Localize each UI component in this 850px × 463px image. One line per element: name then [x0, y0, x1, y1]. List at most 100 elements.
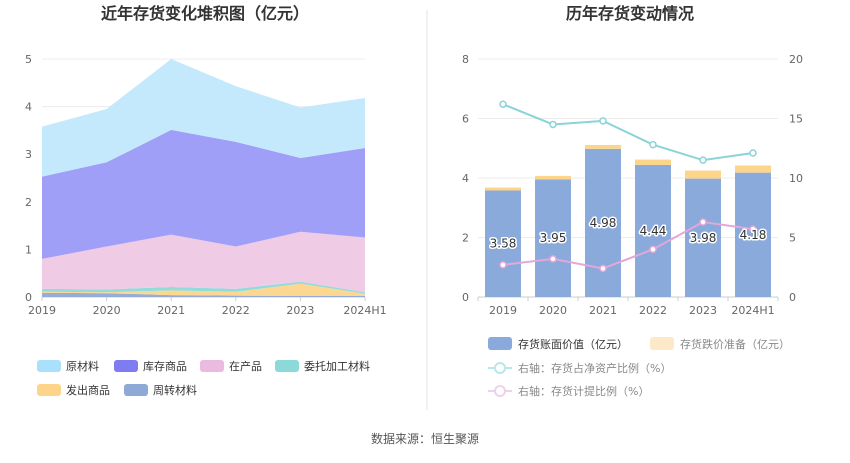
legend-label[interactable]: 右轴：存货计提比例（%）: [518, 384, 649, 398]
legend-label[interactable]: 存货账面价值（亿元）: [518, 337, 628, 351]
line-point[interactable]: [649, 245, 657, 254]
legend-label[interactable]: 委托加工材料: [304, 359, 370, 373]
bar-value-label: 3.58: [490, 237, 517, 251]
legend-swatch[interactable]: [37, 360, 61, 372]
right-x-tick-label: 2024H1: [731, 304, 774, 317]
left-y-tick-label: 0: [25, 291, 32, 304]
left-x-tick-label: 2020: [93, 304, 121, 317]
left-y-tick-label: 4: [25, 101, 32, 114]
line-point[interactable]: [749, 149, 757, 157]
right-chart-title: 历年存货变动情况: [566, 4, 694, 23]
legend-line-marker[interactable]: [494, 385, 506, 397]
line-point[interactable]: [549, 255, 557, 263]
bar-impairment-provision[interactable]: [635, 159, 671, 165]
bar-impairment-provision[interactable]: [685, 170, 721, 179]
bar-inventory-value[interactable]: [585, 148, 621, 297]
legend-swatch[interactable]: [37, 384, 61, 396]
bar-impairment-provision[interactable]: [585, 144, 621, 149]
legend-line-marker[interactable]: [494, 362, 506, 374]
left-chart-title: 近年存货变化堆积图（亿元）: [101, 4, 309, 23]
bar-value-label: 3.95: [540, 231, 567, 245]
legend-label[interactable]: 原材料: [66, 359, 99, 373]
area-委托加工材料: [42, 281, 365, 294]
right-x-axis: 2019 2020 2021 2022 2023 2024H1: [477, 297, 779, 317]
left-y-tick-label: 2: [25, 196, 32, 209]
line-provision-ratio: [502, 220, 754, 270]
right-axis-tick-label: 15: [789, 113, 803, 126]
legend-label[interactable]: 周转材料: [153, 383, 197, 397]
right-x-tick-label: 2022: [639, 304, 667, 317]
right-axis-tick-label: 5: [789, 232, 796, 245]
combo-bar-line-chart: 历年存货变动情况 3.58 3.954.984.44 3.98 4.18 024680…: [462, 4, 803, 398]
bar-value-label: 3.98: [690, 231, 717, 245]
line-point[interactable]: [699, 156, 707, 164]
bar-inventory-value[interactable]: [735, 172, 771, 297]
left-x-axis: 2019 2020 2021 2022 2023 2024H1: [28, 297, 387, 317]
area-库存商品: [42, 129, 365, 259]
right-x-tick-label: 2020: [539, 304, 567, 317]
line-point[interactable]: [699, 218, 707, 226]
legend-swatch[interactable]: [488, 337, 512, 350]
legend-swatch[interactable]: [124, 384, 148, 396]
left-x-tick-label: 2022: [222, 304, 250, 317]
left-area-series: [42, 59, 365, 297]
right-gridlines: [478, 58, 778, 298]
left-axis-tick-label: 8: [462, 53, 469, 66]
legend-label[interactable]: 库存商品: [143, 359, 187, 373]
bar-value-label: 4.98: [590, 216, 617, 230]
line-inventory-to-net-assets: [502, 103, 754, 162]
legend-label[interactable]: 在产品: [229, 359, 262, 373]
right-x-tick-label: 2021: [589, 304, 617, 317]
area-在产品: [42, 231, 365, 293]
legend-swatch[interactable]: [114, 360, 138, 372]
line-point[interactable]: [499, 100, 507, 108]
bar-inventory-value[interactable]: [485, 190, 521, 297]
right-lines: [499, 100, 757, 273]
line-point[interactable]: [499, 261, 507, 269]
line-point[interactable]: [599, 117, 607, 125]
data-source-note: 数据来源：恒生聚源: [371, 431, 479, 446]
left-axis-tick-label: 2: [462, 232, 469, 245]
left-x-tick-label: 2024H1: [343, 304, 386, 317]
left-axis-tick-label: 4: [462, 172, 469, 185]
legend-label[interactable]: 发出商品: [66, 383, 110, 397]
legend-swatch[interactable]: [275, 360, 299, 372]
bar-impairment-provision[interactable]: [735, 165, 771, 173]
bar-impairment-provision[interactable]: [485, 187, 521, 191]
bar-inventory-value[interactable]: [535, 179, 571, 297]
line-point[interactable]: [599, 264, 607, 273]
bar-inventory-value[interactable]: [635, 164, 671, 297]
left-x-tick-label: 2023: [286, 304, 314, 317]
bar-impairment-provision[interactable]: [535, 175, 571, 180]
right-bars: [485, 144, 771, 297]
right-x-tick-label: 2023: [689, 304, 717, 317]
area-原材料: [42, 59, 365, 177]
left-y-tick-label: 1: [25, 243, 32, 256]
line-point[interactable]: [549, 120, 557, 129]
left-x-tick-label: 2019: [28, 304, 56, 317]
legend-swatch[interactable]: [200, 360, 224, 372]
area-周转材料: [42, 292, 365, 297]
area-发出商品: [42, 283, 365, 297]
left-y-tick-label: 3: [25, 148, 32, 161]
right-bar-labels: 3.58 3.95 4.98 4.44 3.98 4.18: [488, 214, 768, 252]
right-legend: 存货账面价值（亿元） 存货跌价准备（亿元） 右轴：存货占净资产比例（%） 右轴：存货计…: [488, 337, 790, 398]
right-x-tick-label: 2019: [489, 304, 517, 317]
line-point[interactable]: [749, 225, 757, 233]
right-y-axes: 0 2 4 6 8 0 5 10 15 20: [462, 53, 803, 304]
left-y-tick-label: 5: [25, 53, 32, 66]
bar-value-label: 4.18: [740, 228, 767, 242]
line-point[interactable]: [649, 140, 657, 149]
right-axis-tick-label: 20: [789, 53, 803, 66]
legend-swatch[interactable]: [650, 337, 674, 350]
left-axis-tick-label: 6: [462, 113, 469, 126]
bar-inventory-value[interactable]: [685, 178, 721, 297]
right-axis-tick-label: 10: [789, 172, 803, 185]
right-axis-tick-label: 0: [789, 291, 796, 304]
legend-label[interactable]: 右轴：存货占净资产比例（%）: [518, 361, 671, 375]
bar-value-label: 4.44: [640, 224, 667, 238]
stacked-area-chart: 近年存货变化堆积图（亿元） 0 1 2 3 4 5 2019 2020 2021 2022 202…: [25, 4, 387, 397]
legend-label[interactable]: 存货跌价准备（亿元）: [680, 337, 790, 351]
